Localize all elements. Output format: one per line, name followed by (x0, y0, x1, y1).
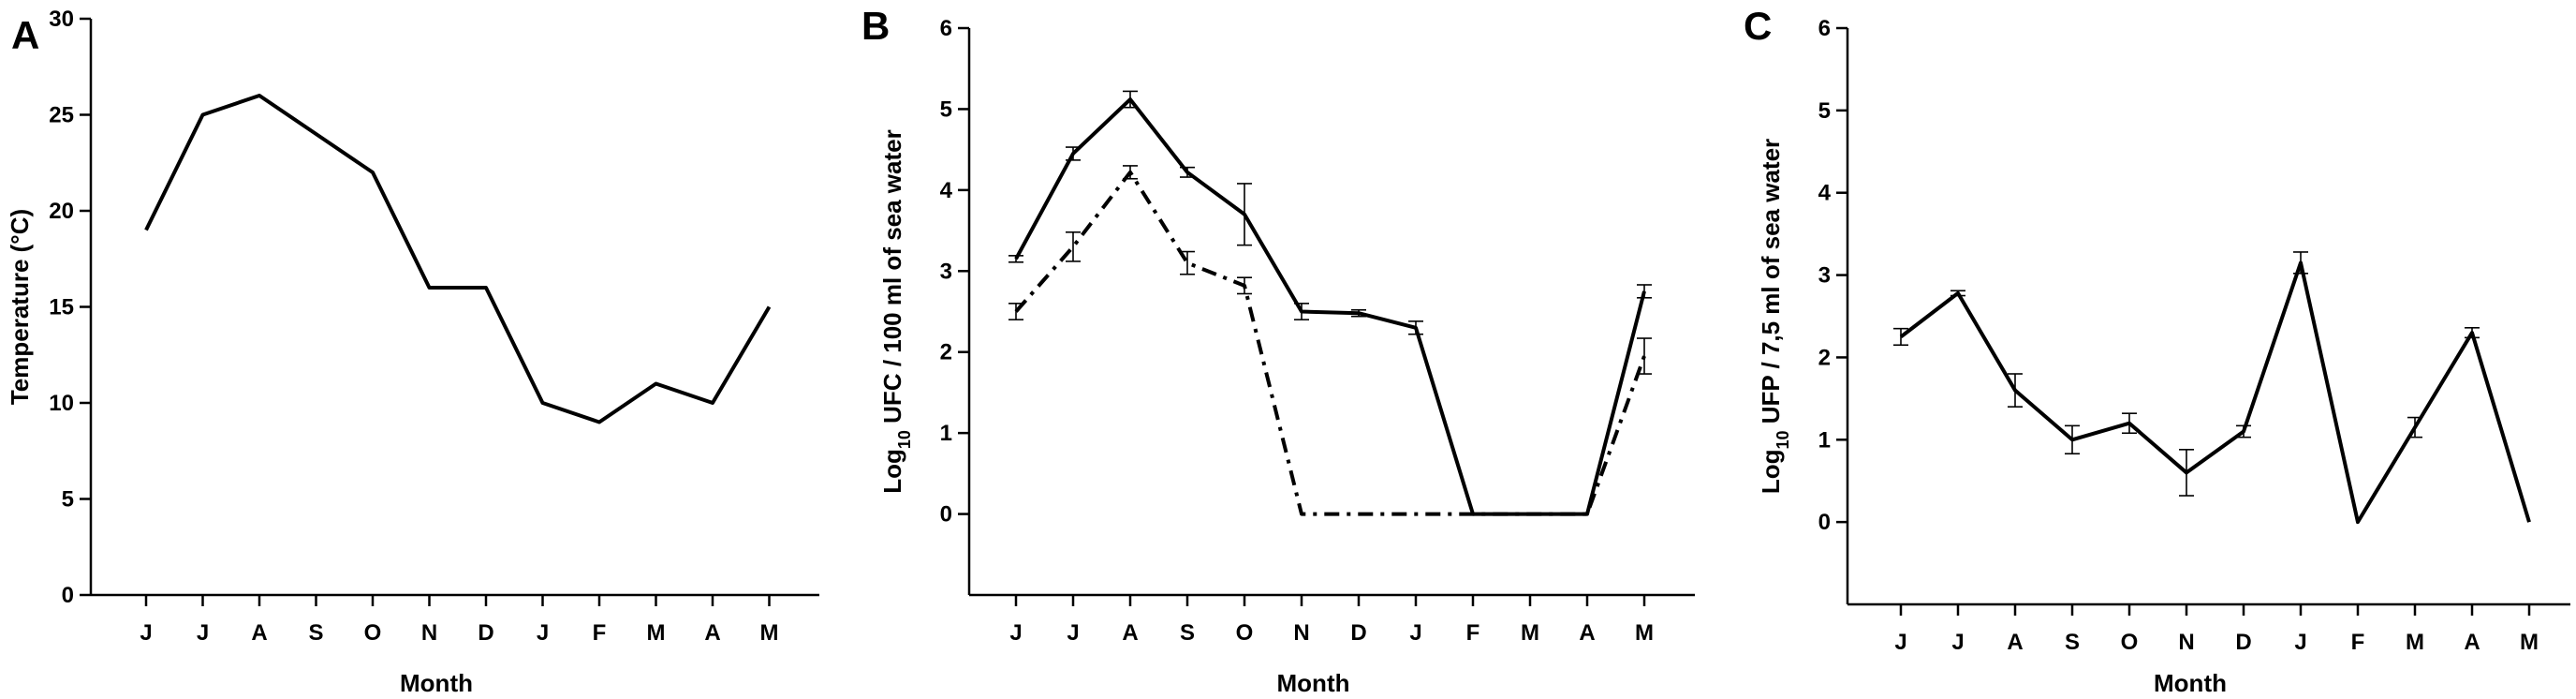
x-tick-label: D (1350, 620, 1366, 646)
panel-b: B 0 1 2 3 4 5 6 J J A S O N D J F M A M Month Log10 UFC / 100… (861, 4, 1695, 697)
error-bar (2122, 412, 2137, 435)
error-bar (2293, 251, 2308, 275)
y-tick-label: 3 (940, 259, 952, 284)
x-tick-label: M (760, 620, 779, 646)
series-line-2 (1014, 170, 1646, 516)
error-bar (1066, 146, 1081, 161)
error-bar (1008, 255, 1023, 263)
x-tick-label: M (2520, 630, 2539, 655)
y-tick-label: 5 (62, 487, 74, 513)
x-tick-label: J (1409, 620, 1421, 646)
x-tick-label: J (1894, 630, 1906, 655)
y-axis-title: Log10 UFP / 7,5 ml of sea water (1757, 139, 1792, 494)
x-axis-title: Month (400, 669, 473, 697)
series-line-1 (1014, 97, 1646, 516)
panel-letter: B (861, 4, 890, 48)
y-tick-label: 1 (1818, 427, 1831, 453)
x-tick-label: A (1579, 620, 1595, 646)
error-bar (2065, 424, 2080, 455)
y-tick-label: 20 (49, 199, 74, 224)
error-bar (1950, 290, 1965, 297)
x-tick-label: A (1122, 620, 1138, 646)
x-tick-label: O (1236, 620, 1254, 646)
x-tick-label: F (1466, 620, 1480, 646)
x-tick-label: S (1180, 620, 1195, 646)
panel-a: A 0 5 10 15 20 25 30 J J A S O N D J F M A M Month Temperatur… (6, 7, 819, 697)
y-tick-label: 4 (1818, 181, 1832, 206)
y-tick-label: 0 (62, 583, 74, 608)
x-tick-label: D (2235, 630, 2251, 655)
error-bar (1008, 303, 1023, 320)
x-tick-label: F (2351, 630, 2365, 655)
y-tick-label: 1 (940, 421, 952, 446)
x-tick-label: D (478, 620, 493, 646)
error-bar (1180, 166, 1195, 178)
x-tick-label: N (2178, 630, 2194, 655)
x-axis-title: Month (1277, 669, 1350, 697)
series-line-1 (144, 94, 772, 424)
error-bar (2236, 424, 2251, 439)
x-tick-label: M (1521, 620, 1539, 646)
error-bar (2179, 449, 2194, 497)
error-bar (1294, 303, 1309, 320)
x-tick-label: F (593, 620, 607, 646)
x-tick-label: A (251, 620, 267, 646)
series-line-1 (1899, 260, 2531, 525)
y-tick-label: 15 (49, 295, 74, 320)
y-tick-label: 3 (1818, 263, 1831, 289)
error-bar (1237, 276, 1252, 295)
x-axis-title: Month (2154, 669, 2227, 697)
y-tick-label: 6 (940, 16, 952, 41)
y-tick-label: 5 (940, 97, 952, 122)
y-axis-title: Log10 UFC / 100 ml of sea water (878, 129, 914, 493)
x-tick-label: M (1635, 620, 1654, 646)
x-tick-label: A (2464, 630, 2480, 655)
x-tick-label: N (1293, 620, 1309, 646)
x-tick-label: S (2065, 630, 2080, 655)
y-tick-label: 10 (49, 391, 74, 416)
y-tick-label: 30 (49, 7, 74, 32)
y-tick-label: 25 (49, 103, 74, 128)
panel-c: C 0 1 2 3 4 5 6 J J A S O N D J F M A M Month Log10 UFP / 7,5… (1744, 4, 2570, 697)
y-tick-label: 5 (1818, 98, 1831, 124)
x-tick-label: M (2406, 630, 2424, 655)
y-tick-label: 6 (1818, 16, 1831, 41)
x-tick-label: J (197, 620, 209, 646)
error-bar (2407, 416, 2422, 439)
y-tick-label: 4 (940, 178, 953, 203)
error-bar (1893, 327, 1908, 347)
error-bar (1351, 308, 1366, 318)
error-bar (2008, 373, 2023, 408)
panel-letter: C (1744, 4, 1772, 48)
y-tick-label: 2 (940, 340, 952, 365)
x-tick-label: J (1009, 620, 1022, 646)
y-tick-label: 0 (1818, 510, 1831, 535)
error-bar (1637, 284, 1652, 299)
error-bar (1123, 165, 1138, 180)
x-tick-label: A (2007, 630, 2023, 655)
x-tick-label: S (308, 620, 323, 646)
x-tick-label: J (1067, 620, 1079, 646)
y-tick-label: 0 (940, 502, 952, 528)
error-bar (1180, 250, 1195, 275)
error-bar (1123, 90, 1138, 109)
panel-letter: A (11, 13, 39, 57)
x-tick-label: A (704, 620, 720, 646)
x-tick-label: M (647, 620, 666, 646)
x-tick-label: N (421, 620, 437, 646)
x-tick-label: J (537, 620, 549, 646)
error-bar (2465, 326, 2480, 339)
x-tick-label: J (2294, 630, 2306, 655)
y-tick-label: 2 (1818, 345, 1831, 370)
error-bar (1408, 320, 1423, 335)
y-axis-title: Temperature (°C) (6, 209, 34, 405)
error-bar (1637, 337, 1652, 375)
x-tick-label: O (2121, 630, 2139, 655)
error-bar (1066, 231, 1081, 262)
x-tick-label: J (140, 620, 152, 646)
x-tick-label: J (1951, 630, 1964, 655)
error-bar (1237, 183, 1252, 246)
x-tick-label: O (364, 620, 382, 646)
